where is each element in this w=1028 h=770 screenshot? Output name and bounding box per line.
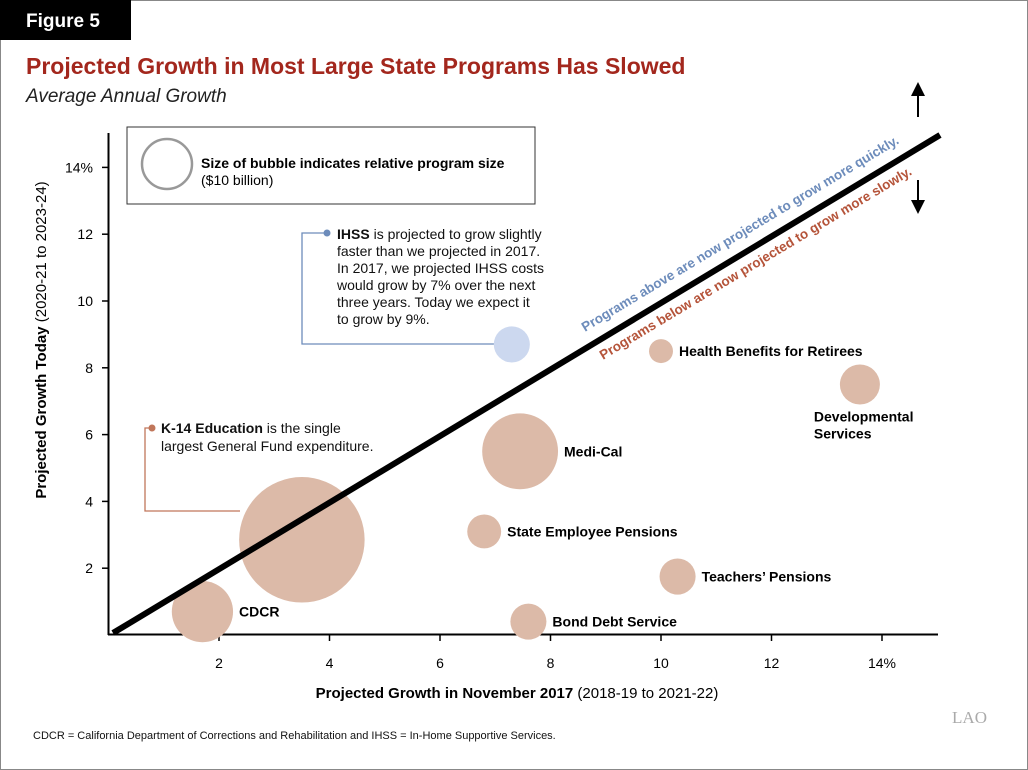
y-tick-label: 8	[85, 360, 93, 376]
svg-text:IHSS is projected to grow slig: IHSS is projected to grow slightly	[337, 226, 542, 242]
bubble-label-health-benefits-for-retirees: Health Benefits for Retirees	[679, 343, 863, 359]
chart-subtitle: Average Annual Growth	[25, 86, 227, 107]
bubble-cdcr	[171, 581, 234, 643]
bubble-medi-cal	[482, 413, 559, 490]
bubble-label-developmental-services: Services	[814, 426, 872, 442]
ihss-callout-line	[301, 232, 495, 345]
bubble-label-state-employee-pensions: State Employee Pensions	[507, 523, 678, 539]
svg-text:largest General Fund expenditu: largest General Fund expenditure.	[161, 438, 373, 454]
svg-text:K-14 Education is the single: K-14 Education is the single	[161, 420, 341, 436]
figure-tab	[0, 0, 131, 40]
chart-title: Projected Growth in Most Large State Pro…	[26, 53, 685, 79]
ihss-annotation: IHSS is projected to grow slightly faste…	[336, 226, 544, 327]
y-tick-label: 6	[85, 427, 93, 443]
bubble-label-bond-debt-service: Bond Debt Service	[552, 614, 677, 630]
bubble-label-developmental-services: Developmental	[814, 409, 914, 425]
up-arrow-icon	[911, 82, 925, 117]
bubble-developmental-services	[839, 364, 880, 405]
x-axis-title: Projected Growth in November 2017 (2018-…	[316, 685, 719, 702]
x-tick-label: 12	[764, 655, 780, 671]
svg-text:to grow by 9%.: to grow by 9%.	[337, 311, 430, 327]
bubble-ihss	[493, 326, 530, 363]
bubble-label-cdcr: CDCR	[239, 604, 279, 620]
bubble-state-employee-pensions	[467, 514, 502, 549]
svg-text:three years. Today we expect i: three years. Today we expect it	[337, 294, 530, 310]
bubble-bond-debt-service	[510, 603, 547, 640]
y-tick-label: 4	[85, 493, 93, 509]
bubble-teachers-pensions	[659, 558, 696, 595]
x-tick-label: 10	[653, 655, 669, 671]
svg-text:would grow by 7% over the next: would grow by 7% over the next	[336, 277, 536, 293]
bubble-label-medi-cal: Medi-Cal	[564, 443, 622, 459]
figure-label: Figure 5	[26, 11, 100, 32]
y-tick-label: 14%	[65, 159, 93, 175]
footnote: CDCR = California Department of Correcti…	[33, 730, 556, 742]
k14-callout-dot	[148, 424, 156, 432]
y-tick-label: 10	[77, 293, 93, 309]
down-arrow-icon	[911, 180, 925, 214]
x-tick-label: 6	[436, 655, 444, 671]
y-axis-title: Projected Growth Today (2020-21 to 2023-…	[33, 181, 50, 498]
x-tick-label: 2	[215, 655, 223, 671]
legend-size: ($10 billion)	[201, 172, 273, 188]
ihss-callout-dot	[323, 229, 331, 237]
reference-line	[111, 132, 942, 636]
x-tick-label: 4	[326, 655, 334, 671]
y-tick-label: 12	[77, 226, 93, 242]
x-tick-label: 8	[547, 655, 555, 671]
lao-logo: LAO	[952, 708, 987, 727]
legend-title: Size of bubble indicates relative progra…	[201, 155, 505, 171]
legend-box	[126, 126, 536, 205]
bubble-k-14-education	[239, 477, 365, 603]
bubble-health-benefits-for-retirees	[649, 339, 673, 364]
bubble-label-teachers-pensions: Teachers’ Pensions	[702, 569, 832, 585]
svg-text:faster than we projected in 20: faster than we projected in 2017.	[337, 243, 540, 259]
y-tick-label: 2	[85, 560, 93, 576]
legend-circle	[140, 137, 194, 191]
x-tick-label: 14%	[868, 655, 896, 671]
k14-annotation: K-14 Education is the single largest Gen…	[161, 420, 373, 454]
svg-text:In 2017, we projected IHSS cos: In 2017, we projected IHSS costs	[337, 260, 544, 276]
